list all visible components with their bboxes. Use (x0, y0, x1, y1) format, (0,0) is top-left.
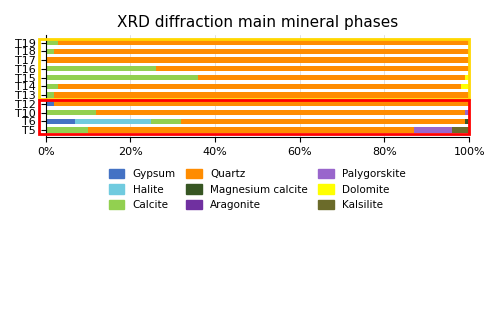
Bar (46, 75, 198, 80)
Bar (46, 110, 96, 115)
Bar (75, 119, 152, 124)
Bar (46, 40, 59, 45)
Bar (152, 119, 181, 124)
Bar (465, 110, 469, 115)
Title: XRD diffraction main mineral phases: XRD diffraction main mineral phases (117, 15, 398, 30)
Bar (46, 58, 469, 63)
Bar (46, 93, 54, 98)
Bar (39, 39, 469, 99)
Bar (46, 128, 88, 133)
Bar (54, 93, 469, 98)
Bar (46, 119, 75, 124)
Bar (58, 40, 469, 45)
Bar (414, 128, 452, 133)
Bar (88, 128, 414, 133)
Bar (96, 110, 465, 115)
Bar (181, 119, 465, 124)
Bar (198, 75, 465, 80)
Bar (46, 101, 54, 107)
Bar (452, 128, 469, 133)
Bar (156, 66, 469, 72)
Bar (46, 84, 59, 89)
Bar (465, 119, 469, 124)
Legend: Gypsum, Halite, Calcite, Quartz, Magnesium calcite, Aragonite, Palygorskite, Dol: Gypsum, Halite, Calcite, Quartz, Magnesi… (104, 165, 410, 214)
Bar (39, 100, 469, 134)
Bar (46, 66, 156, 72)
Bar (460, 84, 469, 89)
Bar (46, 49, 54, 54)
Bar (465, 75, 469, 80)
Bar (54, 101, 469, 107)
Bar (58, 84, 460, 89)
Bar (54, 49, 469, 54)
